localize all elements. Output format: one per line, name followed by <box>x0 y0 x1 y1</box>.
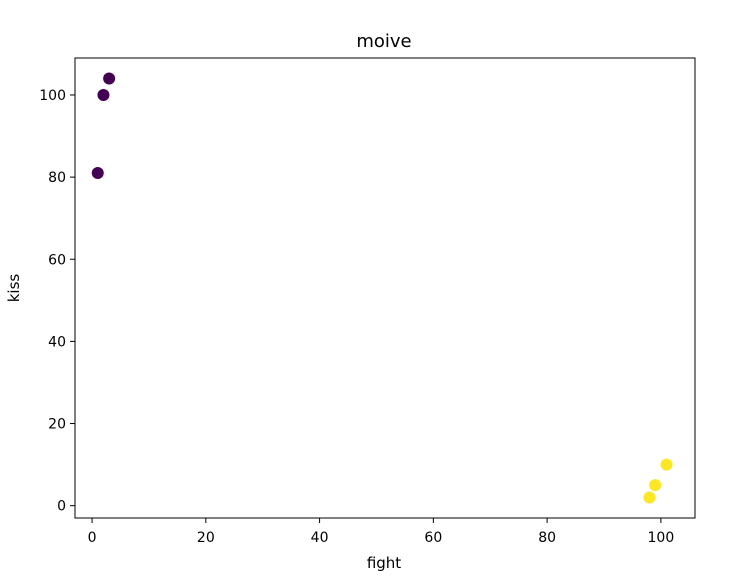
scatter-point <box>91 167 104 179</box>
y-axis: 0 20 40 60 80 100 <box>39 88 75 515</box>
y-tick-label: 0 <box>57 499 66 515</box>
y-axis-title: kiss <box>5 274 23 303</box>
x-axis: 0 20 40 60 80 100 <box>88 518 675 546</box>
y-tick-label: 20 <box>48 417 66 433</box>
y-tick-label: 60 <box>48 252 66 268</box>
scatter-point <box>103 72 116 85</box>
x-tick-label: 100 <box>648 530 675 546</box>
scatter-point <box>649 479 662 492</box>
chart-title: moive <box>356 31 411 52</box>
x-tick-label: 20 <box>197 530 215 546</box>
scatter-point <box>643 491 656 504</box>
plot-area <box>74 57 696 519</box>
x-tick-label: 40 <box>311 530 329 546</box>
data-points <box>91 72 673 504</box>
scatter-point <box>660 458 673 471</box>
scatter-point <box>97 88 110 101</box>
x-tick-label: 60 <box>424 530 442 546</box>
x-tick-label: 0 <box>88 530 97 546</box>
x-axis-title: fight <box>367 554 401 572</box>
x-tick-label: 80 <box>538 530 556 546</box>
y-tick-label: 100 <box>39 88 66 104</box>
y-tick-label: 80 <box>48 170 66 186</box>
y-tick-label: 40 <box>48 334 66 350</box>
